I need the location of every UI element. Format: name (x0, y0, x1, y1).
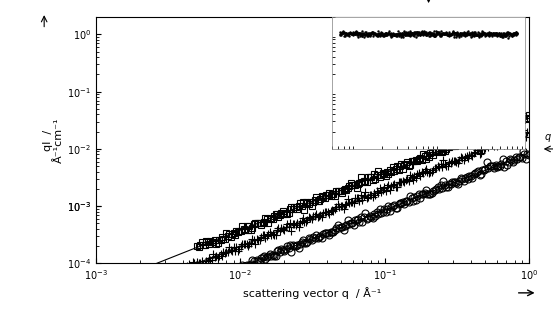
Y-axis label: qI  /
Å⁻¹cm⁻¹: qI / Å⁻¹cm⁻¹ (43, 118, 64, 163)
X-axis label: scattering vector q  / Å⁻¹: scattering vector q / Å⁻¹ (243, 288, 382, 300)
Text: q: q (545, 132, 551, 142)
